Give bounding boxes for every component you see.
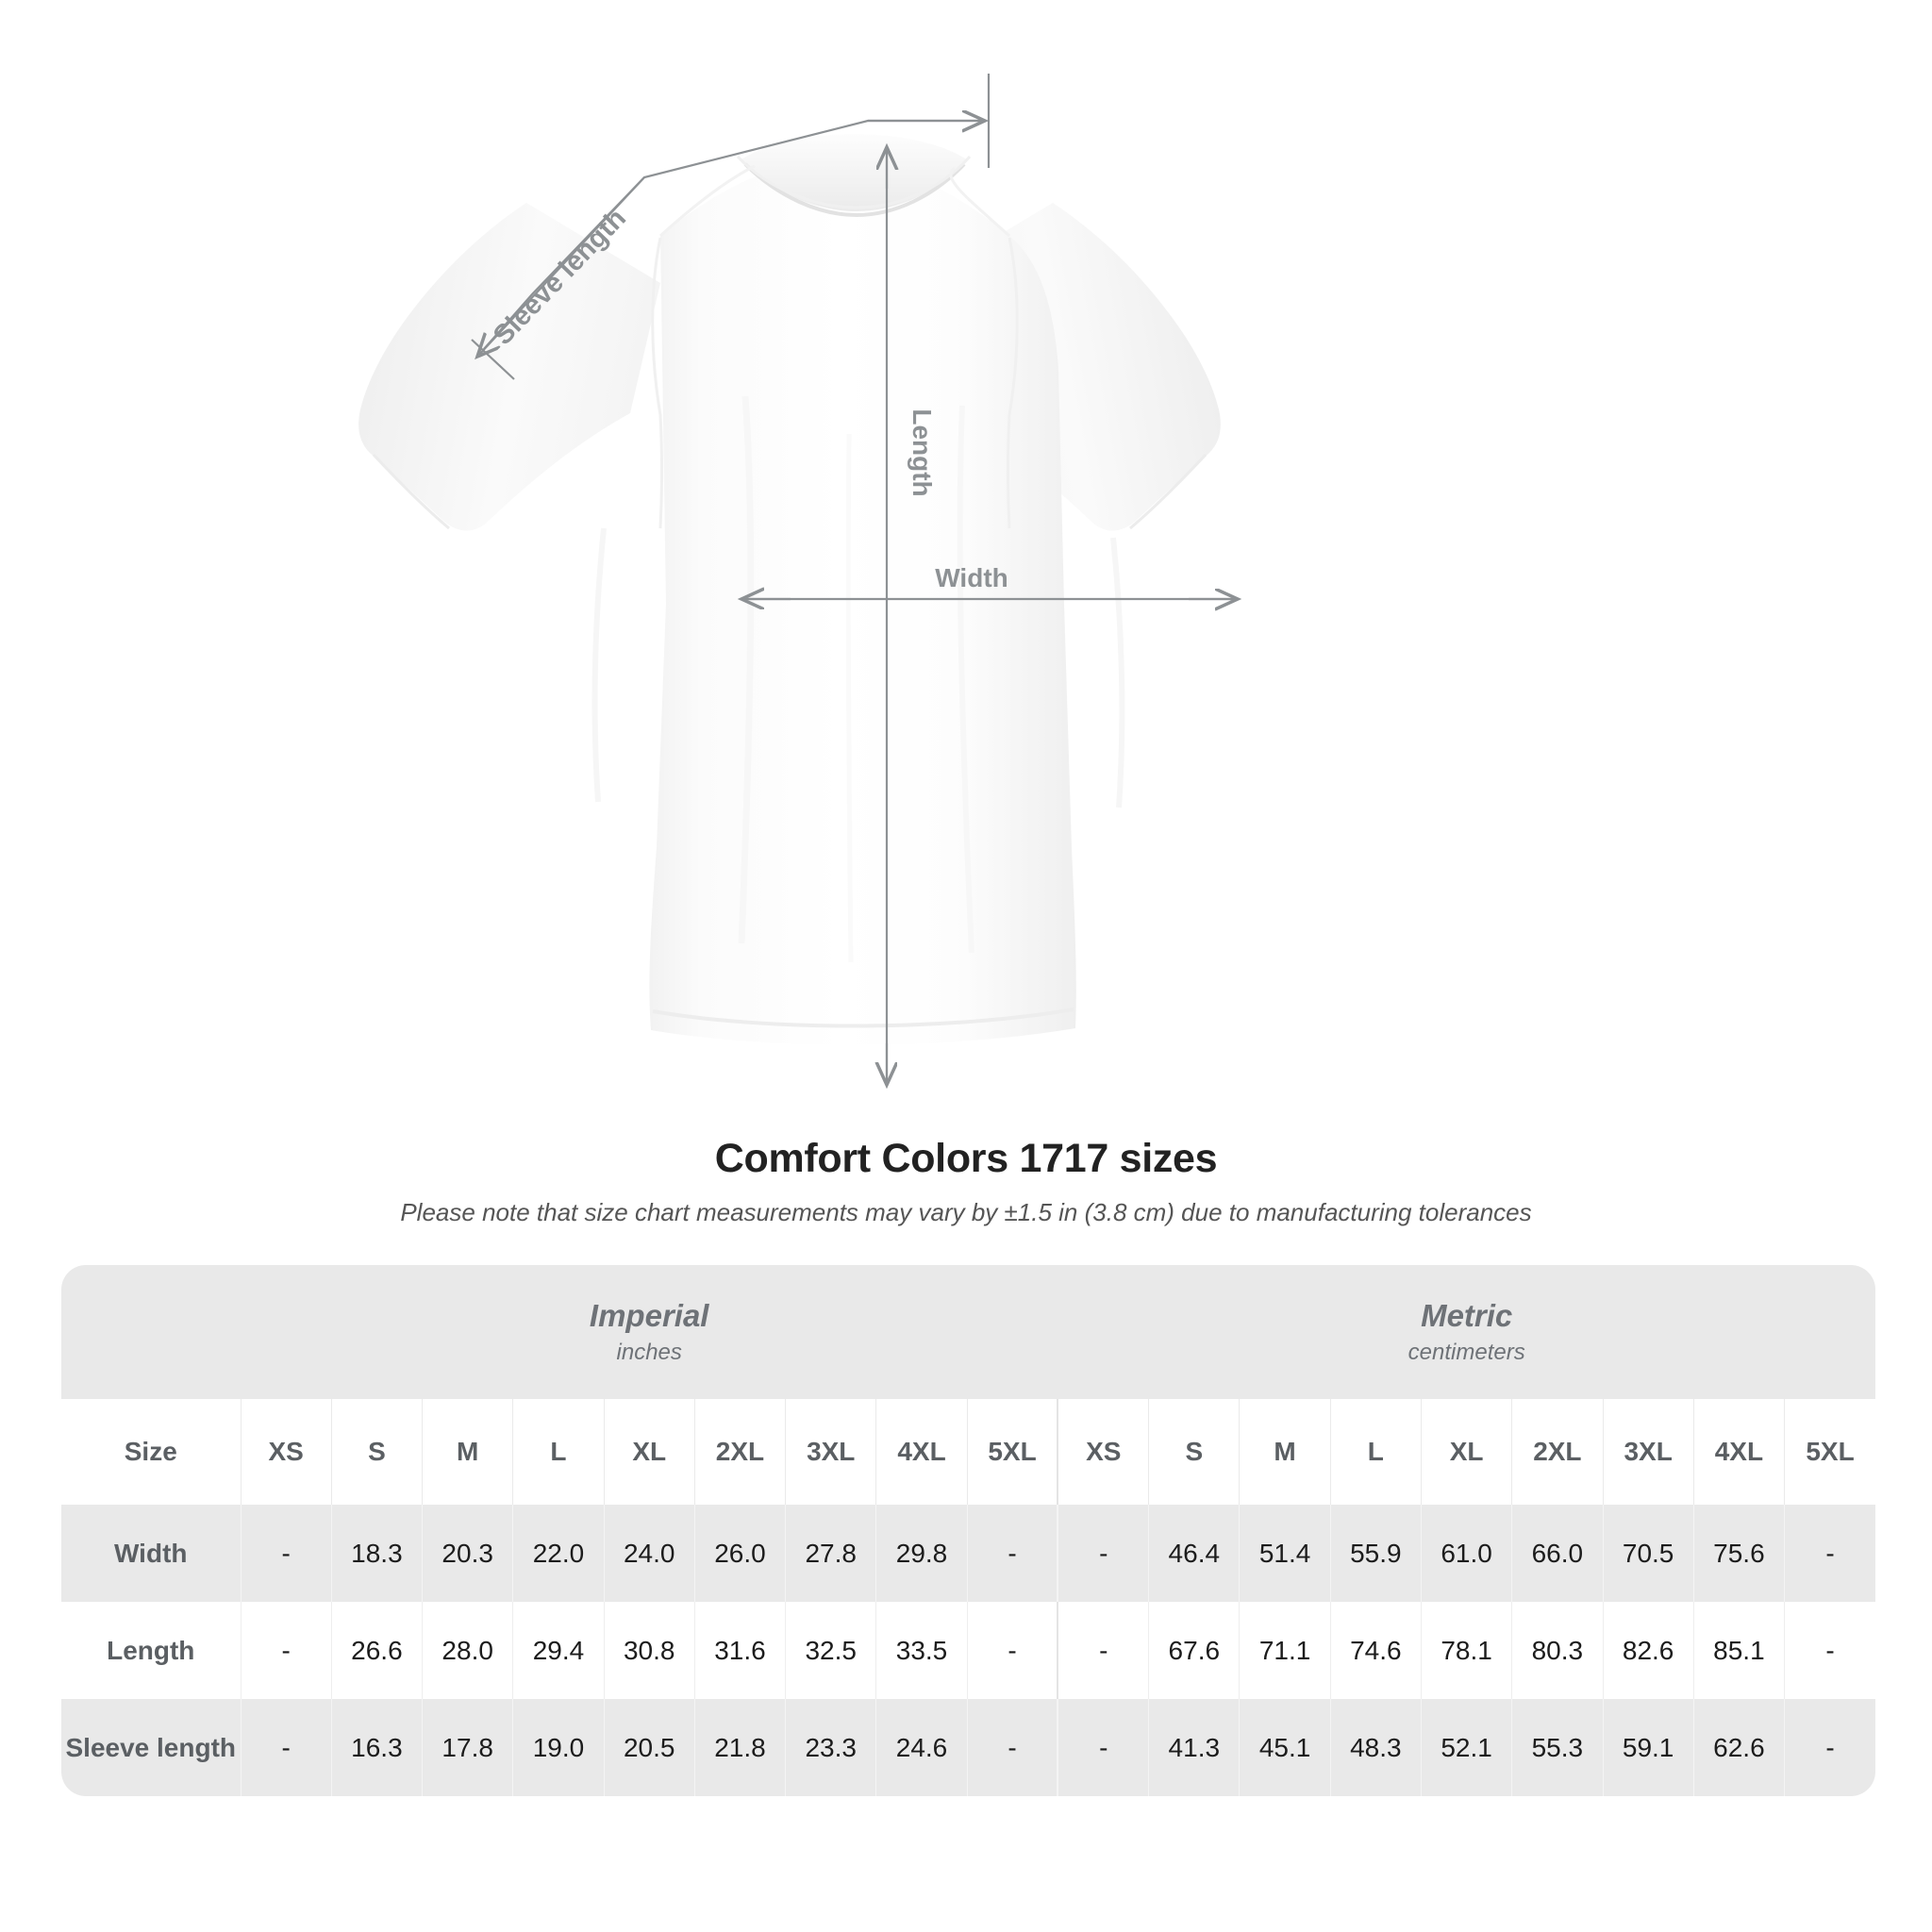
cell-length-metric-l: 74.6 [1329,1602,1422,1699]
cell-length-imperial-s: 26.6 [330,1602,423,1699]
table-row: Sleeve length -16.3 17.8 19.0 20.5 21.8 23.3 24… [61,1699,1875,1796]
unit-group-imperial: Imperial inches [241,1265,1058,1399]
column-header-imperial-4xl: 4XL [875,1399,968,1505]
column-header-imperial-2xl: 2XL [693,1399,786,1505]
column-header-imperial-m: M [422,1399,513,1505]
cell-length-imperial-2xl: 31.6 [693,1602,786,1699]
column-header-metric-s: S [1148,1399,1240,1505]
cell-length-imperial-l: 29.4 [512,1602,605,1699]
cell-length-imperial-5xl: - [966,1602,1058,1699]
cell-width-metric-4xl: 75.6 [1692,1505,1785,1602]
column-header-size: Size [61,1399,242,1505]
column-header-imperial-l: L [512,1399,605,1505]
row-label-sleeve-length: Sleeve length [61,1699,242,1796]
cell-sleeve-length-imperial-4xl: 24.6 [875,1699,968,1796]
cell-width-imperial-l: 22.0 [512,1505,605,1602]
cell-sleeve-length-imperial-5xl: - [966,1699,1058,1796]
column-header-imperial-3xl: 3XL [785,1399,876,1505]
page-subtitle: Please note that size chart measurements… [400,1198,1532,1227]
table-header-row: Size XS S M L XL 2XL 3XL 4XL 5XL XS S M L XL 2XL 3XL 4XL 5… [61,1399,1875,1505]
row-label-length: Length [61,1602,242,1699]
cell-length-metric-4xl: 85.1 [1692,1602,1785,1699]
cell-width-imperial-5xl: - [966,1505,1058,1602]
column-header-imperial-xl: XL [603,1399,695,1505]
cell-length-metric-s: 67.6 [1148,1602,1240,1699]
tshirt-graphic [358,134,1221,1045]
table-row: Length -26.6 28.0 29.4 30.8 31.6 32.5 33.5- -67.… [61,1602,1875,1699]
cell-width-imperial-4xl: 29.8 [875,1505,968,1602]
cell-sleeve-length-imperial-3xl: 23.3 [785,1699,876,1796]
cell-sleeve-length-metric-5xl: - [1784,1699,1875,1796]
cell-length-imperial-m: 28.0 [422,1602,513,1699]
unit-group-metric: Metric centimeters [1058,1265,1875,1399]
table-row: Width -18.3 20.3 22.0 24.0 26.0 27.8 29.8- -46.4… [61,1505,1875,1602]
cell-width-imperial-xl: 24.0 [603,1505,695,1602]
cell-sleeve-length-imperial-xs: - [240,1699,332,1796]
cell-width-imperial-3xl: 27.8 [785,1505,876,1602]
cell-sleeve-length-metric-xs: - [1057,1699,1149,1796]
column-header-imperial-5xl: 5XL [966,1399,1058,1505]
column-header-metric-4xl: 4XL [1692,1399,1785,1505]
cell-width-imperial-s: 18.3 [330,1505,423,1602]
cell-length-metric-xl: 78.1 [1420,1602,1512,1699]
cell-width-metric-5xl: - [1784,1505,1875,1602]
cell-width-metric-m: 51.4 [1239,1505,1331,1602]
cell-length-metric-2xl: 80.3 [1511,1602,1603,1699]
cell-width-metric-s: 46.4 [1148,1505,1240,1602]
size-chart-table-container: Imperial inches Metric centimeters Size XS S M L… [61,1265,1875,1796]
column-header-imperial-s: S [330,1399,423,1505]
column-header-metric-xl: XL [1420,1399,1512,1505]
cell-width-imperial-xs: - [240,1505,332,1602]
cell-sleeve-length-metric-s: 41.3 [1148,1699,1240,1796]
cell-sleeve-length-imperial-s: 16.3 [330,1699,423,1796]
cell-length-metric-5xl: - [1784,1602,1875,1699]
cell-sleeve-length-imperial-m: 17.8 [422,1699,513,1796]
unit-group-name: Imperial [589,1298,709,1334]
cell-sleeve-length-imperial-l: 19.0 [512,1699,605,1796]
cell-width-metric-xs: - [1057,1505,1149,1602]
unit-group-subtitle: centimeters [1407,1340,1525,1366]
cell-sleeve-length-metric-4xl: 62.6 [1692,1699,1785,1796]
column-header-metric-3xl: 3XL [1602,1399,1694,1505]
size-chart-table: Imperial inches Metric centimeters Size XS S M L… [61,1265,1875,1796]
cell-width-metric-xl: 61.0 [1420,1505,1512,1602]
unit-band-row: Imperial inches Metric centimeters [61,1265,1875,1399]
column-header-metric-2xl: 2XL [1511,1399,1603,1505]
cell-length-metric-m: 71.1 [1239,1602,1331,1699]
column-header-metric-m: M [1239,1399,1331,1505]
unit-group-subtitle: inches [616,1340,682,1366]
cell-width-metric-l: 55.9 [1329,1505,1422,1602]
unit-group-name: Metric [1421,1298,1513,1334]
row-label-width: Width [61,1505,242,1602]
cell-width-imperial-2xl: 26.0 [693,1505,786,1602]
chart-heading-block: Comfort Colors 1717 sizes Please note th… [0,1136,1932,1227]
length-label: Length [908,408,937,496]
tshirt-illustration: Sleeve length Length Width [358,74,1932,1113]
sleeve-end-cap [471,339,515,380]
cell-sleeve-length-metric-3xl: 59.1 [1602,1699,1694,1796]
cell-sleeve-length-metric-2xl: 55.3 [1511,1699,1603,1796]
cell-sleeve-length-metric-xl: 52.1 [1420,1699,1512,1796]
page-title: Comfort Colors 1717 sizes [714,1136,1218,1181]
column-header-imperial-xs: XS [240,1399,332,1505]
cell-length-imperial-xl: 30.8 [603,1602,695,1699]
width-label: Width [935,563,1008,592]
measurement-annotations [471,74,1238,1085]
cell-sleeve-length-imperial-xl: 20.5 [603,1699,695,1796]
column-header-metric-5xl: 5XL [1784,1399,1875,1505]
cell-length-imperial-4xl: 33.5 [875,1602,968,1699]
cell-width-metric-2xl: 66.0 [1511,1505,1603,1602]
cell-length-metric-3xl: 82.6 [1602,1602,1694,1699]
column-header-metric-l: L [1329,1399,1422,1505]
cell-sleeve-length-metric-l: 48.3 [1329,1699,1422,1796]
cell-sleeve-length-imperial-2xl: 21.8 [693,1699,786,1796]
column-header-metric-xs: XS [1057,1399,1149,1505]
cell-width-imperial-m: 20.3 [422,1505,513,1602]
cell-length-metric-xs: - [1057,1602,1149,1699]
cell-width-metric-3xl: 70.5 [1602,1505,1694,1602]
cell-length-imperial-3xl: 32.5 [785,1602,876,1699]
cell-sleeve-length-metric-m: 45.1 [1239,1699,1331,1796]
unit-band-spacer [61,1265,242,1399]
cell-length-imperial-xs: - [240,1602,332,1699]
